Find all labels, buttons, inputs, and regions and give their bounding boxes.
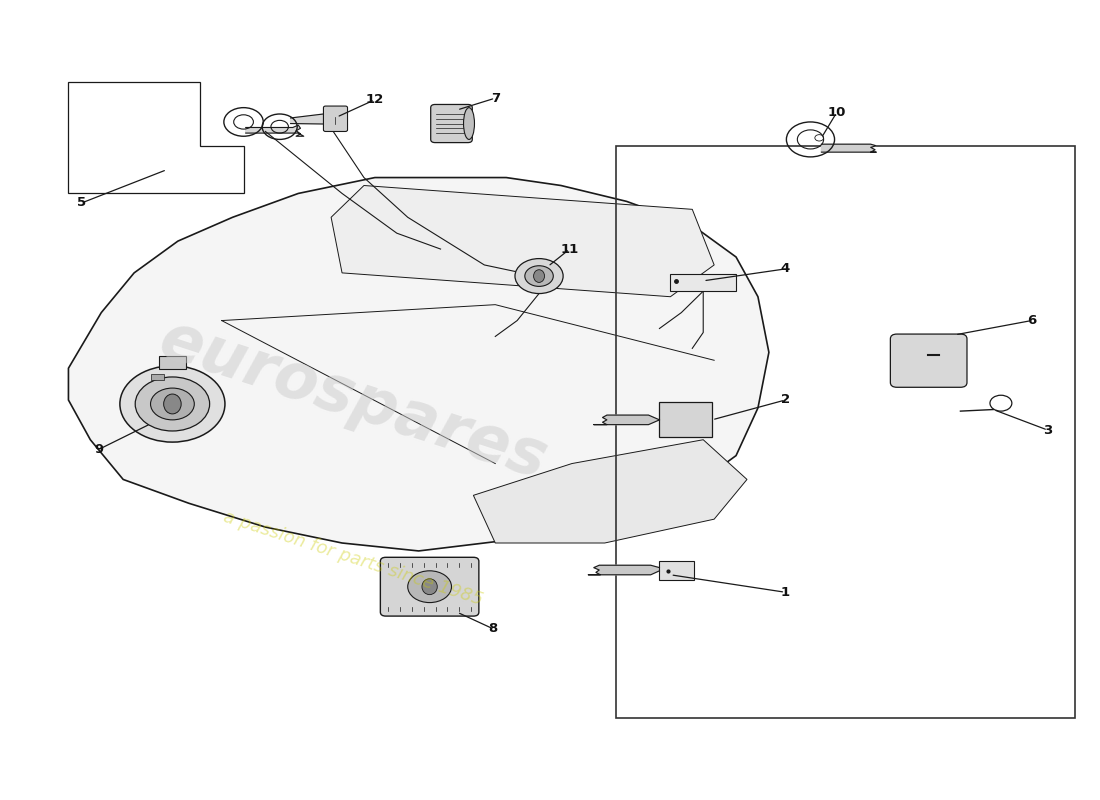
Polygon shape xyxy=(822,144,876,152)
Polygon shape xyxy=(68,178,769,551)
Text: 1: 1 xyxy=(781,586,790,598)
Text: 4: 4 xyxy=(781,262,790,275)
Polygon shape xyxy=(245,125,304,136)
Bar xyxy=(616,146,1076,718)
Text: 8: 8 xyxy=(488,622,497,635)
Text: 12: 12 xyxy=(366,93,384,106)
Circle shape xyxy=(515,258,563,294)
Text: 5: 5 xyxy=(77,197,86,210)
Bar xyxy=(151,374,164,380)
FancyBboxPatch shape xyxy=(381,558,478,616)
Circle shape xyxy=(525,266,553,286)
FancyBboxPatch shape xyxy=(431,105,472,142)
Bar xyxy=(670,274,736,291)
Text: 9: 9 xyxy=(95,442,103,456)
Polygon shape xyxy=(473,440,747,543)
Text: 3: 3 xyxy=(1043,424,1053,437)
Polygon shape xyxy=(290,113,348,124)
Circle shape xyxy=(151,388,195,420)
Text: a passion for parts since 1985: a passion for parts since 1985 xyxy=(221,508,485,610)
Polygon shape xyxy=(588,566,659,574)
FancyBboxPatch shape xyxy=(323,106,348,131)
Ellipse shape xyxy=(534,270,544,282)
Text: 6: 6 xyxy=(1027,314,1036,327)
Polygon shape xyxy=(331,186,714,297)
Bar xyxy=(659,562,694,580)
Ellipse shape xyxy=(164,394,182,414)
Text: 2: 2 xyxy=(781,394,790,406)
Ellipse shape xyxy=(422,578,438,594)
Text: 11: 11 xyxy=(561,242,579,255)
Bar xyxy=(659,402,712,438)
Bar xyxy=(160,356,186,369)
Circle shape xyxy=(408,571,451,602)
Text: 7: 7 xyxy=(491,92,499,105)
Text: 10: 10 xyxy=(827,106,846,119)
Text: eurospares: eurospares xyxy=(152,308,554,492)
FancyBboxPatch shape xyxy=(890,334,967,387)
Circle shape xyxy=(120,366,226,442)
Polygon shape xyxy=(594,415,659,425)
Circle shape xyxy=(135,377,210,431)
Ellipse shape xyxy=(463,108,474,139)
